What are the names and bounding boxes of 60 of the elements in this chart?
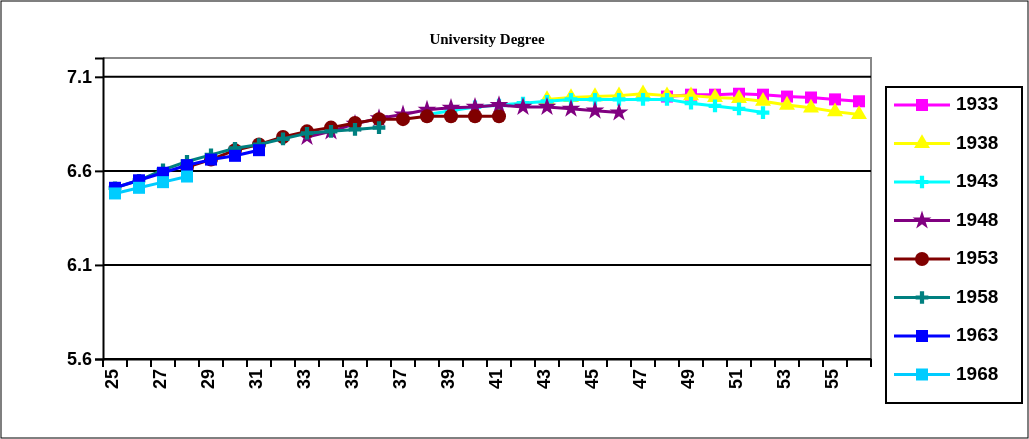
point xyxy=(229,149,241,162)
x-tick-label: 37 xyxy=(389,369,410,390)
point xyxy=(324,125,338,138)
point xyxy=(585,100,605,119)
point xyxy=(396,112,410,127)
x-tick-label: 25 xyxy=(101,369,122,390)
point xyxy=(636,93,650,106)
point xyxy=(468,109,482,124)
x-tick-label: 55 xyxy=(821,369,842,390)
point xyxy=(537,97,557,115)
point xyxy=(561,98,581,117)
legend-label: 1968 xyxy=(956,362,999,384)
point xyxy=(612,93,626,106)
point xyxy=(732,102,746,116)
y-tick-label: 7.1 xyxy=(66,67,92,88)
point xyxy=(684,96,698,110)
x-tick-label: 53 xyxy=(773,369,794,390)
point xyxy=(492,109,506,124)
point xyxy=(609,102,629,121)
x-tick-label: 33 xyxy=(293,369,314,390)
point xyxy=(157,176,169,189)
point xyxy=(829,93,841,106)
point xyxy=(513,97,533,115)
point xyxy=(779,95,795,110)
legend-label: 1963 xyxy=(956,324,999,346)
y-tick-label: 6.6 xyxy=(66,161,92,182)
point xyxy=(853,95,865,108)
legend-label: 1938 xyxy=(956,131,999,153)
legend-label: 1948 xyxy=(956,208,999,230)
point xyxy=(133,181,145,194)
point xyxy=(803,98,819,113)
x-tick-label: 51 xyxy=(725,369,746,390)
x-tick-label: 27 xyxy=(149,369,170,390)
x-tick-label: 39 xyxy=(437,369,458,390)
point xyxy=(827,102,843,117)
point xyxy=(755,92,771,106)
point xyxy=(756,106,770,119)
point xyxy=(444,109,458,124)
x-tick-label: 49 xyxy=(677,369,698,390)
point xyxy=(851,105,867,120)
legend-label: 1933 xyxy=(956,93,999,115)
point xyxy=(253,144,265,157)
x-tick-label: 45 xyxy=(581,369,602,390)
legend-label: 1958 xyxy=(956,285,999,307)
x-tick-label: 31 xyxy=(245,369,266,390)
legend-label: 1953 xyxy=(956,247,999,269)
x-tick-label: 47 xyxy=(629,369,650,390)
legend-label: 1943 xyxy=(956,170,999,192)
x-tick-label: 41 xyxy=(485,369,506,390)
x-tick-label: 29 xyxy=(197,369,218,390)
point xyxy=(181,170,193,183)
point xyxy=(348,123,362,136)
y-tick-label: 6.1 xyxy=(66,255,92,276)
y-tick-label: 5.6 xyxy=(66,349,92,370)
point xyxy=(731,89,747,104)
x-tick-label: 35 xyxy=(341,369,362,390)
point xyxy=(372,121,386,134)
point xyxy=(109,187,121,200)
x-tick-label: 43 xyxy=(533,369,554,390)
chart-title: University Degree xyxy=(429,31,545,47)
